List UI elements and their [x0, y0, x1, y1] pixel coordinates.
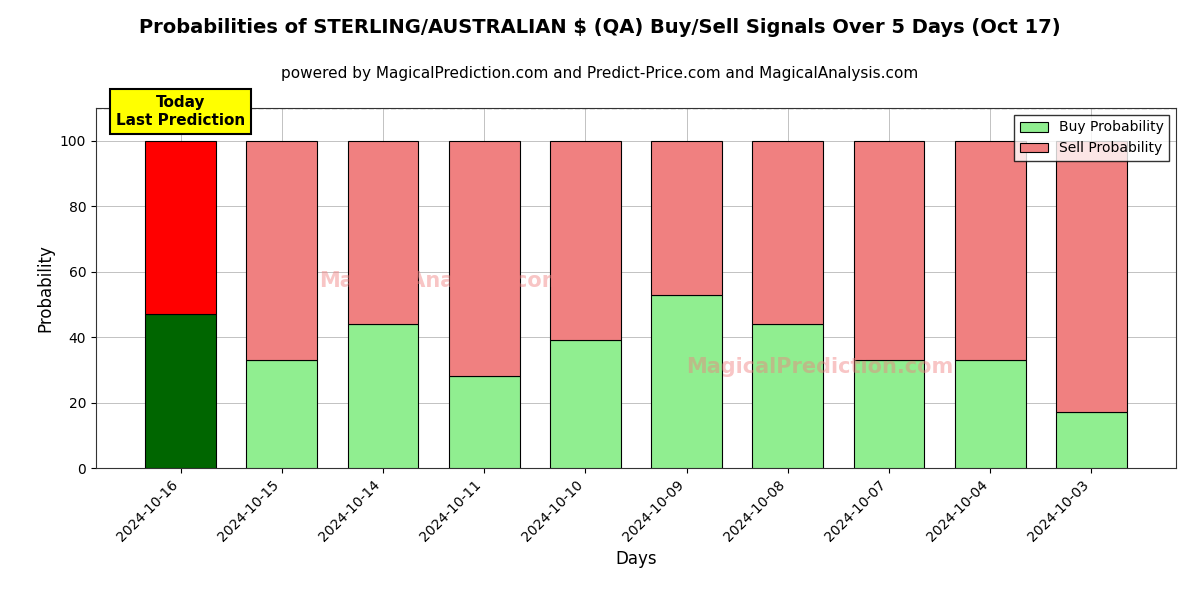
Bar	[145, 314, 216, 468]
Bar	[1056, 141, 1127, 412]
Bar	[348, 141, 419, 324]
Text: MagicalAnalysis.com: MagicalAnalysis.com	[319, 271, 564, 291]
Legend: Buy Probability, Sell Probability: Buy Probability, Sell Probability	[1014, 115, 1169, 161]
Bar	[955, 141, 1026, 360]
Text: Today
Last Prediction: Today Last Prediction	[116, 95, 245, 128]
Text: powered by MagicalPrediction.com and Predict-Price.com and MagicalAnalysis.com: powered by MagicalPrediction.com and Pre…	[281, 66, 919, 81]
Bar	[145, 141, 216, 314]
Bar	[752, 324, 823, 468]
Bar	[853, 360, 924, 468]
Bar	[853, 141, 924, 360]
Y-axis label: Probability: Probability	[36, 244, 54, 332]
Bar	[348, 324, 419, 468]
Bar	[1056, 412, 1127, 468]
Text: Probabilities of STERLING/AUSTRALIAN $ (QA) Buy/Sell Signals Over 5 Days (Oct 17: Probabilities of STERLING/AUSTRALIAN $ (…	[139, 18, 1061, 37]
Bar	[550, 340, 620, 468]
Bar	[449, 141, 520, 376]
Bar	[652, 141, 722, 295]
Bar	[955, 360, 1026, 468]
Bar	[752, 141, 823, 324]
Text: MagicalPrediction.com: MagicalPrediction.com	[686, 357, 953, 377]
Bar	[246, 141, 317, 360]
Bar	[246, 360, 317, 468]
X-axis label: Days: Days	[616, 550, 656, 568]
Bar	[550, 141, 620, 340]
Bar	[449, 376, 520, 468]
Bar	[652, 295, 722, 468]
